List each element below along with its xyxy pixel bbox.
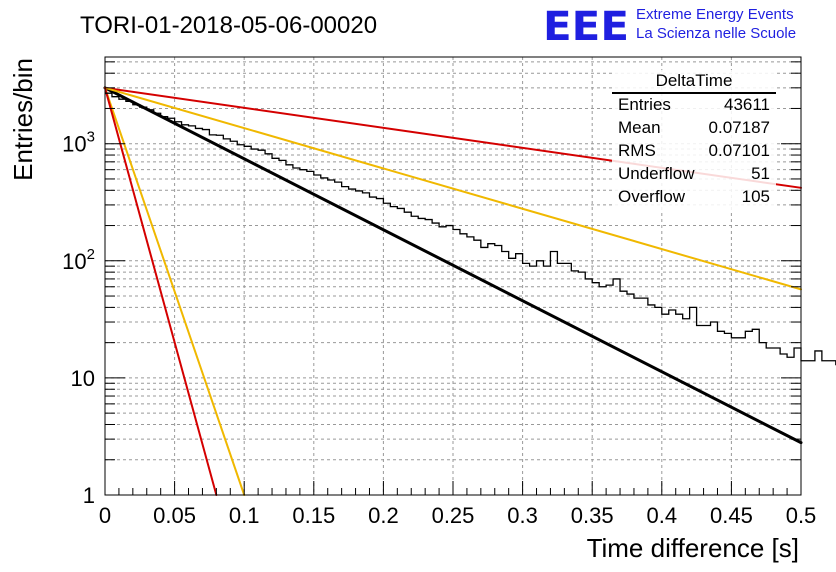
x-tick-label: 0.35 [571, 503, 614, 528]
stats-box-title: DeltaTime [656, 71, 733, 90]
x-tick-label: 0.05 [153, 503, 196, 528]
fit-line-1 [103, 86, 803, 445]
x-tick-label: 0.15 [292, 503, 335, 528]
y-tick-label: 10 [71, 366, 95, 391]
stats-row-label: Underflow [618, 164, 695, 183]
y-tick-label: 102 [62, 246, 95, 274]
fit-line-5 [104, 86, 218, 496]
x-tick-label: 0.1 [229, 503, 260, 528]
axis-ticks [104, 61, 802, 496]
axis-tick-labels: 0 0.05 0.1 0.15 0.2 0.25 0.3 0.35 0.4 0.45 0.5 1 10 1… [62, 129, 816, 528]
x-tick-label: 0.45 [710, 503, 753, 528]
stats-row-label: Mean [618, 118, 661, 137]
stats-row-label: Overflow [618, 187, 686, 206]
stats-row-value: 105 [742, 187, 770, 206]
x-tick-label: 0.25 [432, 503, 475, 528]
y-axis-label: Entries/bin [8, 58, 38, 181]
grid [105, 57, 801, 495]
fit-line-4 [104, 86, 246, 496]
eee-logo-letters: EEE [543, 4, 629, 50]
x-tick-label: 0.5 [786, 503, 817, 528]
x-tick-label: 0.3 [507, 503, 538, 528]
fit-line-3 [104, 86, 802, 291]
eee-logo-line2: La Scienza nelle Scuole [636, 25, 796, 42]
stats-row-value: 0.07187 [709, 118, 770, 137]
stats-box: DeltaTime Entries 43611 Mean 0.07187 RMS 0.07… [612, 70, 776, 210]
histogram-series [105, 92, 836, 366]
stats-row-label: Entries [618, 95, 671, 114]
eee-logo-line1: Extreme Energy Events [636, 6, 794, 23]
stats-row-value: 43611 [724, 95, 770, 114]
x-axis-label: Time difference [s] [587, 533, 799, 563]
stats-row-label: RMS [618, 141, 656, 160]
run-title: TORI-01-2018-05-06-00020 [80, 12, 377, 39]
stats-row-value: 51 [751, 164, 770, 183]
y-tick-label: 103 [62, 129, 95, 157]
x-tick-label: 0.2 [368, 503, 399, 528]
stats-row-value: 0.07101 [709, 141, 770, 160]
y-tick-label: 1 [83, 483, 95, 508]
x-tick-label: 0 [99, 503, 111, 528]
x-tick-label: 0.4 [647, 503, 678, 528]
